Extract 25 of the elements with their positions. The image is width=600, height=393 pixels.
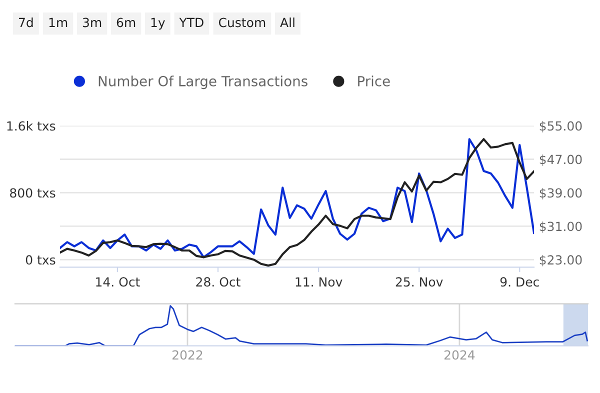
text: 3m (82, 18, 102, 28)
x-tick-label: 11. Nov (296, 277, 342, 287)
x-tick-label: 25. Nov (396, 277, 443, 287)
text: YTD (179, 18, 204, 28)
x-tick-label: 2022 (172, 350, 202, 360)
y2-tick-label: $47.00 (540, 154, 582, 166)
text: 6m (116, 18, 136, 28)
x-tick-label: 2024 (444, 350, 475, 360)
y2-tick-label: $39.00 (540, 188, 582, 200)
y-tick-label: 800 txs (10, 188, 56, 198)
text: 1m (49, 18, 68, 28)
x-tick-label: 14. Oct (96, 277, 140, 287)
x-tick-label: 9. Dec (500, 277, 539, 287)
text: 7d (19, 18, 33, 28)
legend-label: Number Of Large Transactions (98, 76, 308, 90)
text: 1y (151, 18, 165, 30)
text: All (280, 18, 294, 28)
x-tick-label: 28. Oct (196, 277, 240, 287)
y2-tick-label: $31.00 (540, 221, 582, 233)
y2-tick-label: $23.00 (540, 254, 582, 266)
y-tick-label: 1.6k txs (7, 121, 56, 131)
legend-label: Price (358, 76, 390, 86)
y2-tick-label: $55.00 (540, 121, 582, 132)
y-tick-label: 0 txs (26, 255, 56, 265)
text: Custom (218, 18, 266, 28)
